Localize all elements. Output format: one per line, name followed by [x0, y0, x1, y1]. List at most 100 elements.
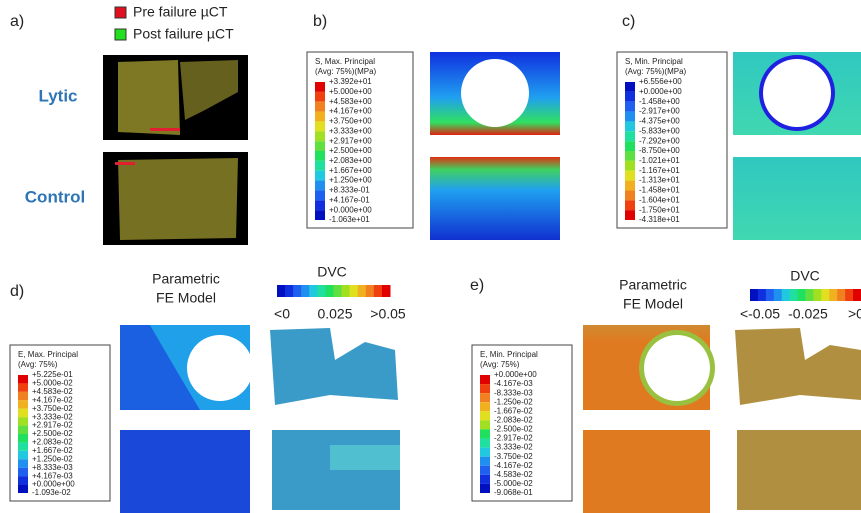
legend-label: -2.917e-02: [494, 434, 533, 443]
legend-label: +2.500e+00: [329, 146, 372, 155]
dvc-colorbar-cell: [350, 285, 359, 297]
legend-label: Pre failure µCT: [133, 4, 228, 20]
legend-title: (Avg: 75%)(MPa): [625, 67, 687, 76]
model-title: Parametric: [619, 277, 687, 293]
figure: a) Pre failure µCT Post failure µCT Lyti…: [0, 0, 861, 513]
legend-cell: [480, 402, 490, 411]
dvc-scale-label: <0: [274, 306, 290, 322]
legend-title: S, Min. Principal: [625, 57, 683, 66]
dvc-scale-label: <-0.05: [740, 306, 780, 322]
dvc-map: [737, 430, 861, 510]
fe-contour: [430, 157, 560, 240]
legend-cell: [625, 131, 635, 141]
legend-title: (Avg: 75%): [18, 360, 58, 369]
dvc-colorbar-cell: [829, 289, 837, 301]
legend-label: +3.750e+00: [329, 117, 372, 126]
legend-label: -4.375e+00: [639, 117, 680, 126]
legend-label: -9.068e-01: [494, 488, 533, 497]
legend-cell: [625, 92, 635, 102]
dvc-colorbar-cell: [317, 285, 326, 297]
legend-label: +0.000e+00: [639, 87, 682, 96]
legend-cell: [315, 181, 325, 191]
panel-label: c): [622, 13, 635, 30]
legend-cell: [18, 468, 28, 476]
legend-cell: [315, 82, 325, 92]
legend-cell: [625, 210, 635, 220]
legend-label: +1.667e+00: [329, 166, 372, 175]
dvc-colorbar-cell: [277, 285, 286, 297]
legend-label: -1.167e+01: [639, 166, 680, 175]
legend-cell: [625, 112, 635, 122]
legend-cell: [18, 409, 28, 417]
legend-cell: [315, 151, 325, 161]
legend-cell: [315, 112, 325, 122]
legend-cell: [480, 475, 490, 484]
legend-cell: [315, 200, 325, 210]
legend-cell: [480, 466, 490, 475]
dvc-colorbar-cell: [806, 289, 814, 301]
dvc-scale-label: -0.025: [788, 306, 828, 322]
legend-label: -1.750e+01: [639, 205, 680, 214]
dvc-map: [330, 445, 400, 470]
legend-label: -8.750e+00: [639, 146, 680, 155]
legend-label: +1.250e+00: [329, 176, 372, 185]
ct-bone: [118, 60, 180, 135]
dvc-colorbar-cell: [334, 285, 343, 297]
dvc-map: [270, 328, 398, 405]
dvc-colorbar-cell: [750, 289, 758, 301]
fe-contour: [120, 430, 250, 513]
legend-cell: [625, 141, 635, 151]
legend-cell: [18, 451, 28, 459]
legend-cell: [315, 171, 325, 181]
legend-label: -1.458e+01: [639, 186, 680, 195]
legend-cell: [18, 442, 28, 450]
legend-label: +3.392e+01: [329, 77, 372, 86]
legend-label: -2.083e-02: [494, 415, 533, 424]
legend-label: +2.917e+00: [329, 136, 372, 145]
legend-label: -3.333e-02: [494, 443, 533, 452]
legend-cell: [625, 181, 635, 191]
legend-label: +4.167e-01: [329, 195, 370, 204]
legend-label: -2.917e+00: [639, 107, 680, 116]
legend-label: -1.021e+01: [639, 156, 680, 165]
model-title: FE Model: [156, 290, 216, 306]
legend-label: -4.318e+01: [639, 215, 680, 224]
legend-title: S, Max. Principal: [315, 57, 375, 66]
panel-label: a): [10, 13, 24, 30]
fe-contour: [583, 430, 710, 513]
legend-label: -5.000e-02: [494, 479, 533, 488]
legend-label: -2.500e-02: [494, 425, 533, 434]
dvc-colorbar-cell: [782, 289, 790, 301]
legend-cell: [480, 457, 490, 466]
legend-cell: [18, 400, 28, 408]
legend-cell: [625, 190, 635, 200]
dvc-colorbar-cell: [837, 289, 845, 301]
legend-label: -4.167e-03: [494, 379, 533, 388]
legend-cell: [18, 392, 28, 400]
hole: [644, 335, 710, 401]
legend-label: Post failure µCT: [133, 26, 234, 42]
legend-cell: [315, 92, 325, 102]
dvc-scale-label: >0.05: [370, 306, 406, 322]
legend-label: -4.583e-02: [494, 470, 533, 479]
legend-cell: [625, 151, 635, 161]
dvc-colorbar-cell: [325, 285, 334, 297]
legend-swatch: [115, 29, 126, 40]
legend-cell: [480, 384, 490, 393]
dvc-colorbar-cell: [366, 285, 375, 297]
dvc-colorbar-cell: [342, 285, 351, 297]
legend-cell: [315, 210, 325, 220]
ct-failure: [115, 162, 135, 165]
dvc-scale-label: >0: [848, 306, 861, 322]
legend-label: -1.667e-02: [494, 406, 533, 415]
dvc-colorbar-cell: [285, 285, 294, 297]
legend-cell: [625, 102, 635, 112]
dvc-colorbar-cell: [301, 285, 310, 297]
legend-cell: [480, 420, 490, 429]
dvc-colorbar-cell: [774, 289, 782, 301]
dvc-colorbar-cell: [309, 285, 318, 297]
legend-label: +5.000e+00: [329, 87, 372, 96]
row-label: Control: [25, 187, 85, 206]
legend-cell: [480, 411, 490, 420]
legend-cell: [480, 429, 490, 438]
